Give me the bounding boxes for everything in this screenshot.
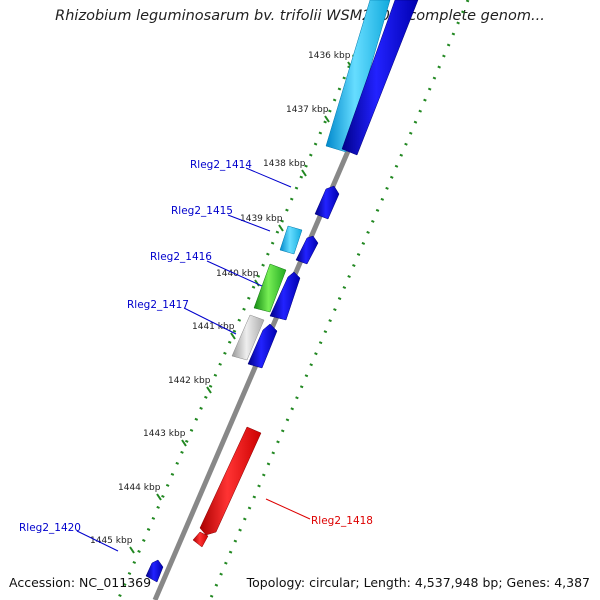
- tick-mark: [301, 169, 307, 177]
- tick-mark: [181, 439, 187, 447]
- cds-feature[interactable]: [192, 531, 209, 548]
- leader-line: [265, 498, 311, 520]
- tick-mark: [254, 279, 260, 287]
- tick-label: 1444 kbp: [118, 483, 161, 493]
- cds-feature[interactable]: [231, 314, 265, 361]
- tick-mark: [324, 115, 330, 123]
- map-title: Rhizobium leguminosarum bv. trifolii WSM…: [55, 8, 545, 24]
- leader-line: [227, 214, 271, 232]
- gene-label-rleg2-1418[interactable]: Rleg2_1418: [311, 515, 373, 527]
- tick-label: 1437 kbp: [286, 105, 329, 115]
- tick-label: 1445 kbp: [90, 536, 133, 546]
- tick-marks: [129, 61, 353, 554]
- tick-label: 1441 kbp: [192, 322, 235, 332]
- tick-mark: [156, 493, 162, 501]
- accession-text: Accession: NC_011369: [9, 575, 152, 590]
- cds-arrow[interactable]: [247, 323, 278, 369]
- gene-label-rleg2-1417[interactable]: Rleg2_1417: [127, 299, 189, 311]
- dotted-track-outer: [208, 0, 470, 600]
- cds-arrow[interactable]: [341, 0, 419, 156]
- cds-arrow[interactable]: [295, 235, 319, 265]
- cds-feature[interactable]: [325, 0, 391, 153]
- leader-line: [183, 307, 237, 335]
- tick-mark: [278, 224, 284, 232]
- leader-line: [76, 530, 119, 552]
- tick-label: 1439 kbp: [240, 214, 283, 224]
- features: [145, 0, 419, 583]
- leader-line: [206, 260, 263, 287]
- tick-label: 1438 kbp: [263, 159, 306, 169]
- cds-arrow[interactable]: [314, 185, 340, 220]
- tick-label: 1436 kbp: [308, 51, 351, 61]
- tick-labels: 1436 kbp 1437 kbp 1438 kbp 1439 kbp 1440…: [90, 51, 351, 546]
- cds-feature[interactable]: [279, 225, 303, 255]
- gene-labels: Rleg2_1414 Rleg2_1415 Rleg2_1416 Rleg2_1…: [19, 159, 373, 552]
- cds-arrow[interactable]: [145, 559, 164, 583]
- tick-mark: [206, 386, 212, 394]
- gene-label-rleg2-1416[interactable]: Rleg2_1416: [150, 251, 212, 263]
- cds-arrow[interactable]: [269, 271, 301, 321]
- gene-label-rleg2-1420[interactable]: Rleg2_1420: [19, 522, 81, 534]
- tick-label: 1442 kbp: [168, 376, 211, 386]
- cds-arrow[interactable]: [199, 426, 262, 536]
- gene-label-rleg2-1415[interactable]: Rleg2_1415: [171, 205, 233, 217]
- dotted-tracks: [116, 0, 470, 600]
- cds-feature[interactable]: [253, 263, 287, 313]
- genome-summary-text: Topology: circular; Length: 4,537,948 bp…: [246, 575, 590, 590]
- dotted-track-inner: [116, 0, 380, 600]
- gene-label-rleg2-1414[interactable]: Rleg2_1414: [190, 159, 252, 171]
- tick-mark: [230, 332, 236, 340]
- tick-label: 1440 kbp: [216, 269, 259, 279]
- leader-line: [245, 167, 292, 188]
- tick-mark: [129, 546, 135, 554]
- tick-label: 1443 kbp: [143, 429, 186, 439]
